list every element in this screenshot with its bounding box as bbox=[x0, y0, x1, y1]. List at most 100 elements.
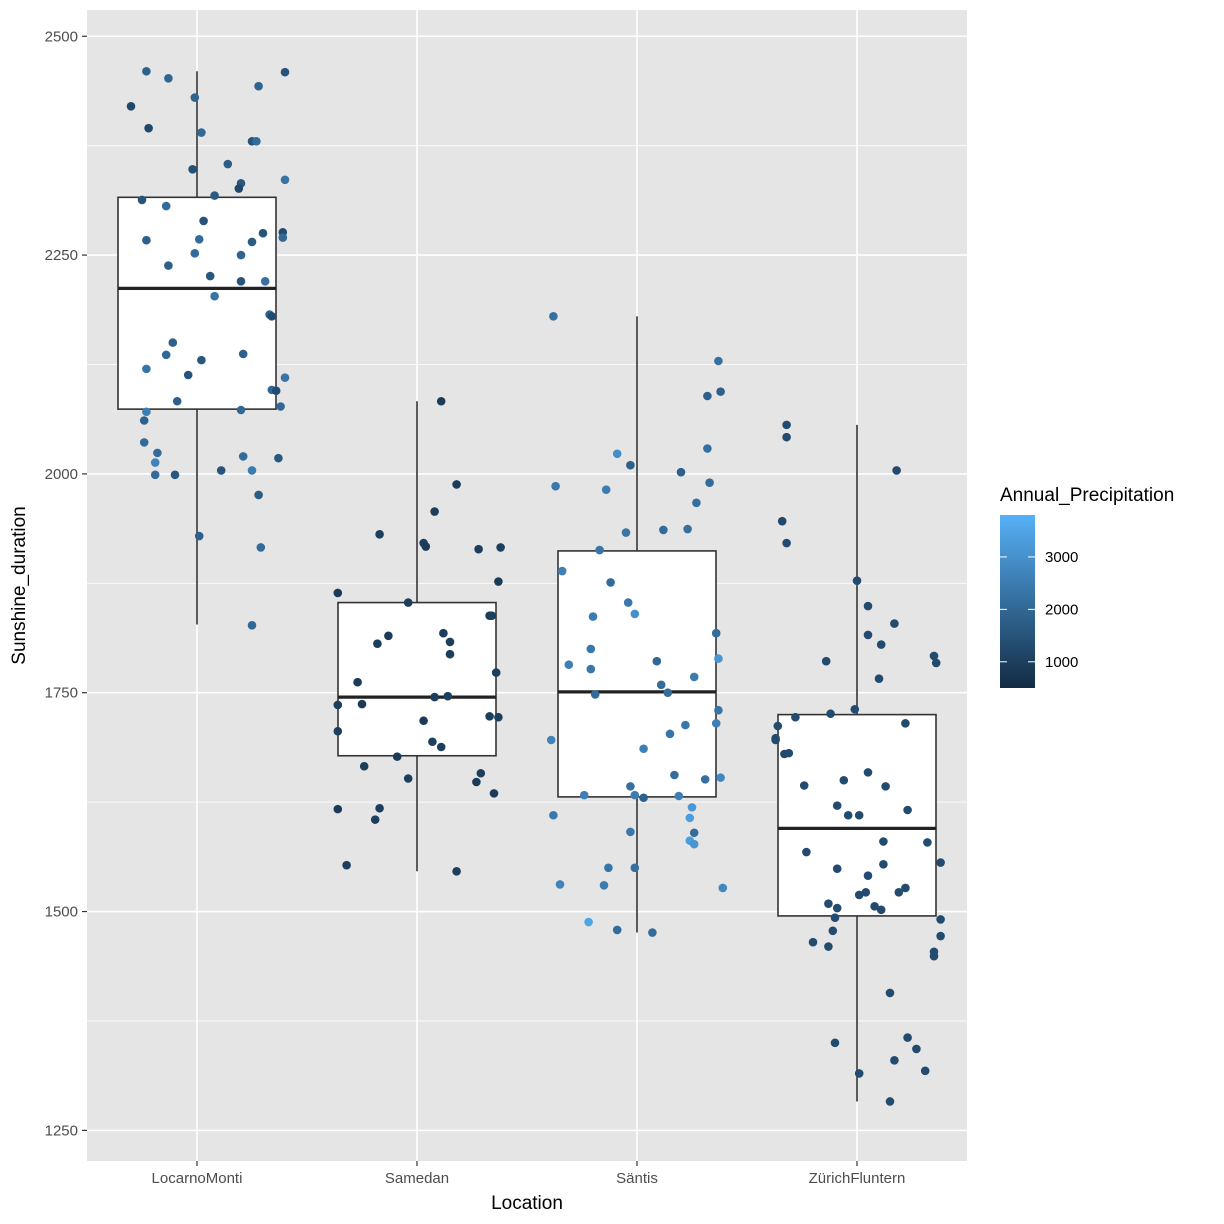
data-point bbox=[549, 810, 558, 820]
box-0 bbox=[117, 71, 277, 625]
data-point bbox=[439, 628, 448, 638]
data-point bbox=[830, 1038, 840, 1048]
data-point bbox=[782, 538, 791, 548]
data-point bbox=[496, 543, 505, 552]
data-point bbox=[892, 466, 901, 475]
data-point bbox=[854, 810, 864, 820]
data-point bbox=[421, 542, 431, 551]
data-point bbox=[681, 720, 690, 730]
data-point bbox=[799, 781, 809, 790]
data-point bbox=[601, 485, 611, 494]
data-point bbox=[670, 770, 679, 780]
y-tick-label: 2000 bbox=[45, 466, 78, 483]
data-point bbox=[716, 387, 725, 396]
data-point bbox=[197, 355, 206, 365]
data-point bbox=[353, 677, 362, 687]
data-point bbox=[703, 391, 712, 401]
data-point bbox=[705, 478, 714, 487]
data-point bbox=[630, 863, 640, 873]
data-point bbox=[210, 291, 219, 301]
data-point bbox=[912, 1044, 921, 1054]
y-axis: 1250 1500 1750 2000 2250 2500 bbox=[45, 28, 87, 1139]
data-point bbox=[854, 890, 864, 900]
x-tick-label: LocarnoMonti bbox=[152, 1170, 243, 1187]
data-point bbox=[276, 402, 285, 411]
data-point bbox=[161, 201, 171, 211]
data-point bbox=[621, 528, 631, 537]
data-point bbox=[168, 338, 178, 347]
data-point bbox=[194, 531, 204, 541]
data-point bbox=[936, 915, 945, 924]
data-point bbox=[773, 721, 783, 731]
y-tick-label: 1750 bbox=[45, 685, 78, 702]
data-point bbox=[665, 729, 675, 739]
data-point bbox=[879, 859, 888, 869]
data-point bbox=[674, 791, 684, 801]
data-point bbox=[223, 159, 233, 169]
data-point bbox=[161, 350, 171, 360]
data-point bbox=[142, 66, 151, 76]
data-point bbox=[238, 349, 248, 359]
data-point bbox=[782, 432, 791, 442]
data-point bbox=[901, 719, 910, 728]
data-point bbox=[777, 516, 787, 526]
data-point bbox=[881, 782, 890, 791]
data-point bbox=[852, 576, 862, 585]
data-point bbox=[267, 312, 277, 321]
data-point bbox=[630, 790, 640, 800]
data-point bbox=[419, 716, 428, 726]
data-point bbox=[384, 631, 393, 641]
data-point bbox=[824, 899, 833, 908]
data-point bbox=[557, 566, 567, 576]
data-point bbox=[863, 768, 873, 777]
data-point bbox=[280, 175, 290, 185]
data-point bbox=[271, 386, 281, 396]
data-point bbox=[443, 691, 453, 701]
x-tick-label: ZürichFluntern bbox=[809, 1170, 906, 1187]
data-point bbox=[711, 628, 721, 638]
data-point bbox=[687, 803, 697, 812]
data-point bbox=[920, 1066, 930, 1076]
data-point bbox=[142, 407, 151, 417]
data-point bbox=[791, 712, 800, 722]
legend-title: Annual_Precipitation bbox=[1000, 485, 1174, 506]
data-point bbox=[630, 609, 640, 619]
data-point bbox=[236, 405, 246, 415]
data-point bbox=[652, 656, 662, 666]
data-point bbox=[164, 261, 173, 270]
data-point bbox=[375, 803, 384, 813]
data-point bbox=[445, 649, 455, 659]
data-point bbox=[194, 235, 204, 244]
x-axis-title: Location bbox=[491, 1193, 563, 1214]
data-point bbox=[252, 136, 261, 146]
box-iqr bbox=[337, 601, 497, 757]
data-point bbox=[170, 470, 180, 480]
data-point bbox=[236, 277, 246, 286]
plot-panel bbox=[87, 10, 967, 1161]
data-point bbox=[689, 828, 699, 838]
data-point bbox=[445, 637, 455, 647]
data-point bbox=[489, 789, 499, 798]
data-point bbox=[590, 690, 600, 699]
data-point bbox=[885, 1097, 895, 1106]
box-1 bbox=[337, 401, 497, 872]
data-point bbox=[659, 525, 668, 535]
data-point bbox=[452, 866, 461, 876]
data-point bbox=[139, 416, 149, 425]
data-point bbox=[685, 813, 695, 823]
data-point bbox=[428, 737, 437, 747]
data-point bbox=[689, 672, 699, 682]
data-point bbox=[832, 903, 842, 913]
data-point bbox=[874, 674, 884, 684]
data-point bbox=[555, 880, 565, 889]
data-point bbox=[700, 775, 710, 784]
data-point bbox=[863, 630, 873, 640]
data-point bbox=[826, 709, 835, 719]
data-point bbox=[782, 420, 791, 430]
data-point bbox=[392, 752, 402, 761]
data-point bbox=[247, 466, 257, 475]
data-point bbox=[247, 621, 257, 630]
data-point bbox=[370, 815, 380, 824]
data-point bbox=[373, 639, 382, 649]
data-point bbox=[876, 905, 886, 915]
